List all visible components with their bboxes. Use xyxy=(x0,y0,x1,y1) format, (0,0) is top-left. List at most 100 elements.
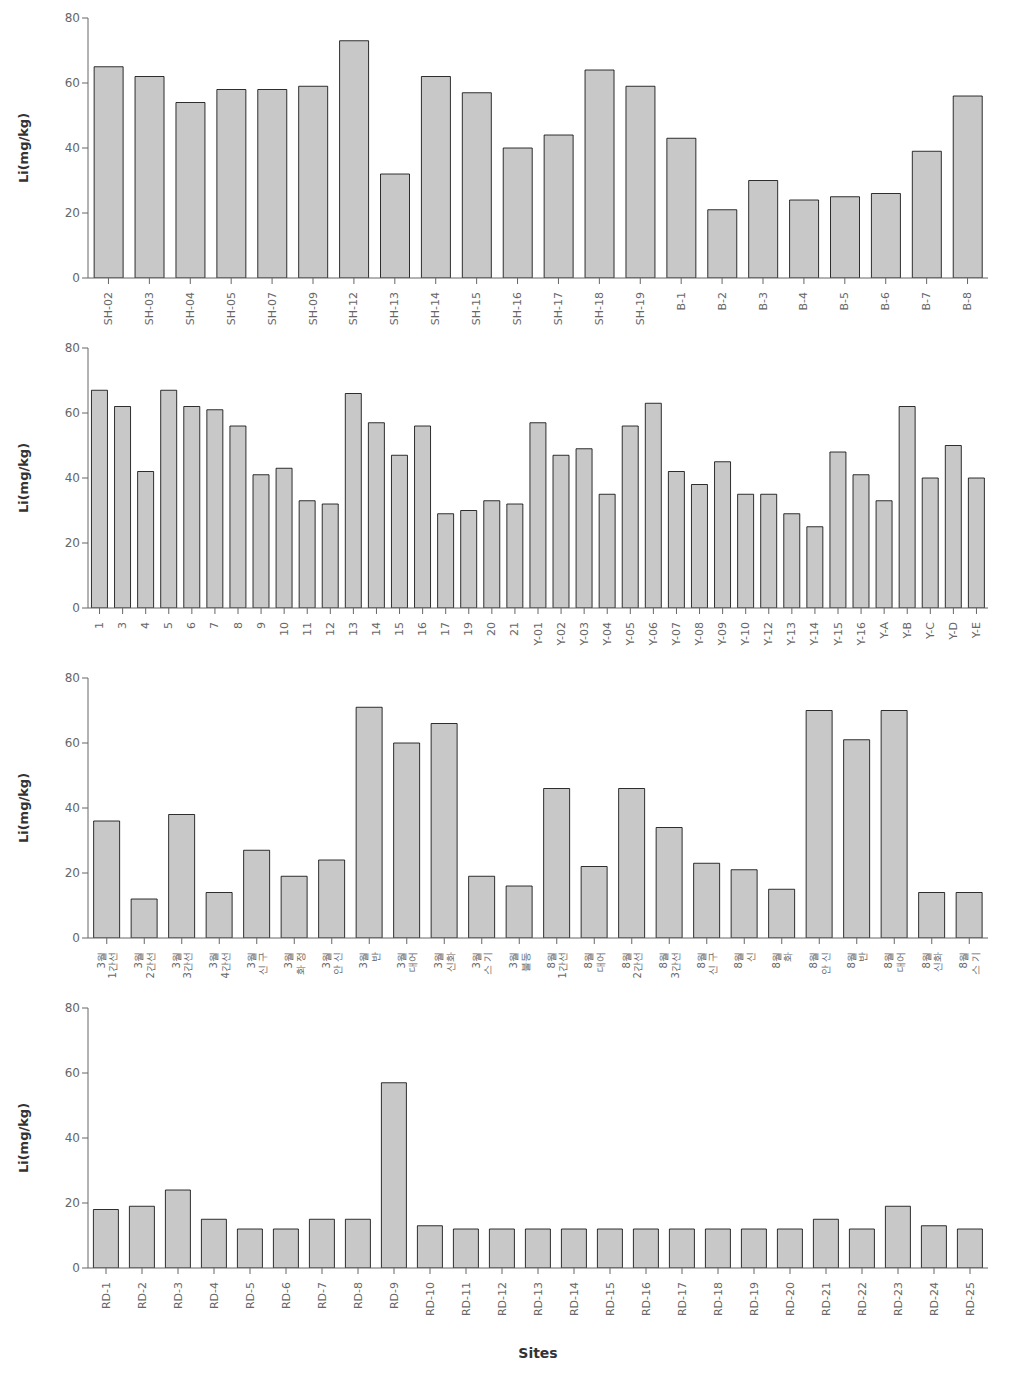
svg-text:RD-25: RD-25 xyxy=(964,1282,977,1316)
svg-text:0: 0 xyxy=(72,601,80,615)
svg-text:3월안 신: 3월안 신 xyxy=(321,952,344,975)
svg-text:0: 0 xyxy=(72,931,80,945)
svg-text:20: 20 xyxy=(485,622,498,636)
svg-text:8월2간선: 8월2간선 xyxy=(621,952,644,978)
svg-text:Y-13: Y-13 xyxy=(785,622,798,646)
svg-text:20: 20 xyxy=(65,866,80,880)
svg-text:SH-14: SH-14 xyxy=(429,292,442,325)
svg-text:SH-15: SH-15 xyxy=(470,292,483,325)
svg-text:Y-08: Y-08 xyxy=(693,622,706,646)
svg-text:B-6: B-6 xyxy=(879,292,892,311)
svg-text:3월스 기: 3월스 기 xyxy=(471,952,494,975)
svg-text:Y-02: Y-02 xyxy=(555,622,568,646)
svg-text:21: 21 xyxy=(508,622,521,636)
svg-text:RD-3: RD-3 xyxy=(172,1282,185,1309)
svg-text:3월신화: 3월신화 xyxy=(433,952,456,972)
svg-text:16: 16 xyxy=(416,622,429,636)
svg-text:40: 40 xyxy=(65,801,80,815)
svg-text:80: 80 xyxy=(65,341,80,355)
svg-text:B-2: B-2 xyxy=(716,292,729,311)
svg-text:RD-14: RD-14 xyxy=(568,1282,581,1316)
svg-text:RD-5: RD-5 xyxy=(244,1282,257,1309)
svg-text:RD-4: RD-4 xyxy=(208,1282,221,1309)
svg-text:3월4간선: 3월4간선 xyxy=(208,952,231,978)
svg-text:1: 1 xyxy=(93,622,106,629)
svg-text:0: 0 xyxy=(72,1261,80,1275)
svg-text:20: 20 xyxy=(65,536,80,550)
svg-text:8월반: 8월반 xyxy=(846,952,869,968)
svg-text:7: 7 xyxy=(208,622,221,629)
svg-text:SH-18: SH-18 xyxy=(593,292,606,325)
svg-text:8월화: 8월화 xyxy=(771,952,794,968)
svg-text:8월대어: 8월대어 xyxy=(583,952,606,972)
svg-text:3월신 구: 3월신 구 xyxy=(246,952,269,975)
svg-text:19: 19 xyxy=(462,622,475,636)
svg-text:SH-03: SH-03 xyxy=(143,292,156,325)
svg-text:RD-12: RD-12 xyxy=(496,1282,509,1316)
svg-text:B-8: B-8 xyxy=(961,292,974,311)
svg-text:40: 40 xyxy=(65,471,80,485)
svg-text:5: 5 xyxy=(162,622,175,629)
svg-text:Y-15: Y-15 xyxy=(832,622,845,646)
svg-text:0: 0 xyxy=(72,271,80,285)
svg-text:B-3: B-3 xyxy=(757,292,770,311)
svg-text:11: 11 xyxy=(301,622,314,636)
svg-text:80: 80 xyxy=(65,1001,80,1015)
svg-text:Li(mg/kg): Li(mg/kg) xyxy=(16,773,31,843)
svg-text:RD-23: RD-23 xyxy=(892,1282,905,1316)
svg-text:Y-12: Y-12 xyxy=(762,622,775,646)
svg-text:SH-12: SH-12 xyxy=(347,292,360,325)
svg-text:3월반: 3월반 xyxy=(358,952,381,968)
svg-text:Y-07: Y-07 xyxy=(670,622,683,646)
svg-text:RD-24: RD-24 xyxy=(928,1282,941,1316)
svg-text:40: 40 xyxy=(65,1131,80,1145)
svg-text:8월1간선: 8월1간선 xyxy=(546,952,569,978)
svg-text:8월3간선: 8월3간선 xyxy=(658,952,681,978)
svg-text:60: 60 xyxy=(65,76,80,90)
svg-text:20: 20 xyxy=(65,206,80,220)
svg-text:RD-18: RD-18 xyxy=(712,1282,725,1316)
svg-text:SH-16: SH-16 xyxy=(511,292,524,325)
svg-text:8월신 구: 8월신 구 xyxy=(696,952,719,975)
svg-text:3월불동: 3월불동 xyxy=(508,952,531,972)
svg-text:8월안 신: 8월안 신 xyxy=(808,952,831,975)
svg-text:4: 4 xyxy=(139,622,152,629)
svg-text:80: 80 xyxy=(65,671,80,685)
svg-text:8월스 기: 8월스 기 xyxy=(958,952,981,975)
svg-text:RD-17: RD-17 xyxy=(676,1282,689,1316)
svg-text:Y-06: Y-06 xyxy=(647,622,660,646)
svg-text:SH-07: SH-07 xyxy=(266,292,279,325)
svg-text:Y-03: Y-03 xyxy=(578,622,591,646)
svg-text:Li(mg/kg): Li(mg/kg) xyxy=(16,113,31,183)
svg-text:RD-1: RD-1 xyxy=(100,1282,113,1309)
svg-text:13: 13 xyxy=(347,622,360,636)
svg-text:Y-A: Y-A xyxy=(878,622,891,640)
svg-text:Li(mg/kg): Li(mg/kg) xyxy=(16,443,31,513)
svg-text:3월대어: 3월대어 xyxy=(396,952,419,972)
svg-text:80: 80 xyxy=(65,11,80,25)
svg-text:B-5: B-5 xyxy=(838,292,851,311)
svg-text:SH-02: SH-02 xyxy=(102,292,115,325)
svg-text:SH-13: SH-13 xyxy=(388,292,401,325)
svg-text:RD-20: RD-20 xyxy=(784,1282,797,1316)
svg-text:Y-04: Y-04 xyxy=(601,622,614,646)
svg-text:3월2간선: 3월2간선 xyxy=(133,952,156,978)
svg-text:SH-17: SH-17 xyxy=(552,292,565,325)
svg-text:3월1간선: 3월1간선 xyxy=(96,952,119,978)
svg-text:RD-15: RD-15 xyxy=(604,1282,617,1316)
svg-text:Y-01: Y-01 xyxy=(532,622,545,646)
svg-text:Y-10: Y-10 xyxy=(739,622,752,646)
svg-text:Y-D: Y-D xyxy=(947,622,960,641)
svg-text:RD-7: RD-7 xyxy=(316,1282,329,1309)
svg-text:60: 60 xyxy=(65,736,80,750)
svg-text:Sites: Sites xyxy=(518,1345,557,1358)
svg-text:B-1: B-1 xyxy=(675,292,688,311)
svg-text:Y-16: Y-16 xyxy=(855,622,868,646)
svg-text:RD-16: RD-16 xyxy=(640,1282,653,1316)
svg-text:60: 60 xyxy=(65,406,80,420)
svg-text:8월신: 8월신 xyxy=(733,952,756,968)
svg-text:8: 8 xyxy=(232,622,245,629)
svg-text:Y-14: Y-14 xyxy=(808,622,821,646)
svg-text:8월신화: 8월신화 xyxy=(921,952,944,972)
svg-text:RD-8: RD-8 xyxy=(352,1282,365,1309)
